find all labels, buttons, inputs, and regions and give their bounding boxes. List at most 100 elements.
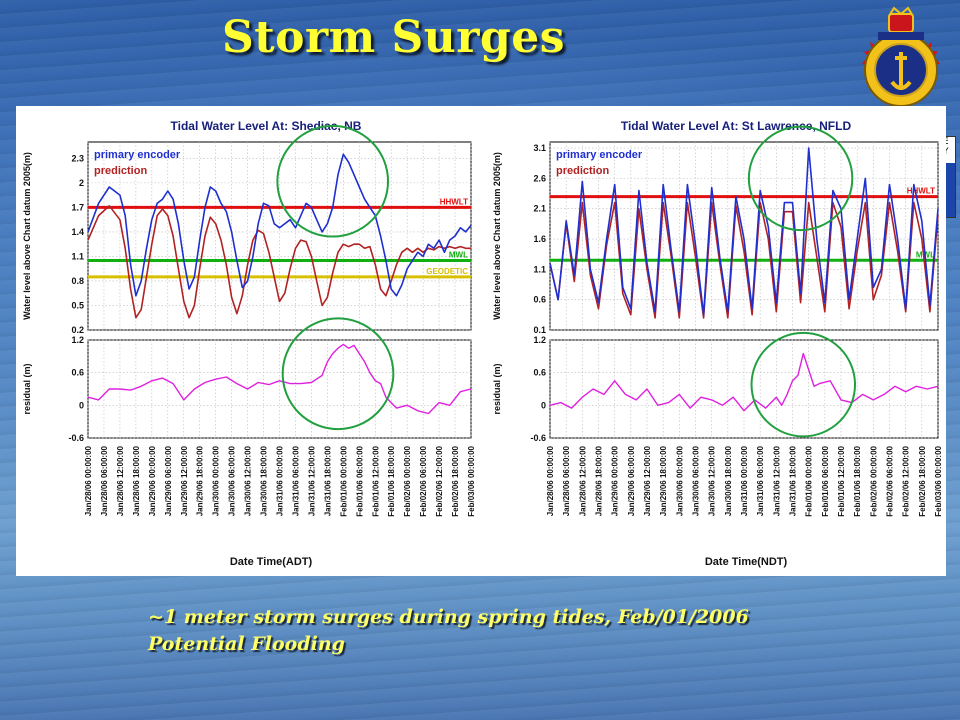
x-tick-label: Jan/28/06 06:00:00 xyxy=(100,445,109,516)
residual-y-tick-label: 1.2 xyxy=(71,335,84,345)
x-tick-label: Feb/02/06 18:00:00 xyxy=(918,445,927,516)
y-tick-label: 0.1 xyxy=(533,325,546,335)
x-axis-label: Date Time(NDT) xyxy=(705,556,788,568)
residual-y-axis-label: residual (m) xyxy=(492,363,502,414)
x-tick-label: Feb/02/06 06:00:00 xyxy=(419,445,428,516)
x-tick-label: Jan/28/06 00:00:00 xyxy=(546,445,555,516)
y-tick-label: 1.7 xyxy=(71,202,84,212)
x-tick-label: Jan/31/06 18:00:00 xyxy=(323,445,332,516)
caption-line-1: ~1 meter storm surges during spring tide… xyxy=(148,606,749,628)
y-tick-label: 0.8 xyxy=(71,276,84,286)
y-tick-label: 0.5 xyxy=(71,300,84,310)
series-residual xyxy=(87,343,472,415)
caption-line-2: Potential Flooding xyxy=(148,633,345,655)
series-prediction xyxy=(87,205,471,319)
reference-line-label: HHWLT xyxy=(440,197,468,206)
y-axis-label: Water level above Chart datum 2005(m) xyxy=(492,152,502,320)
x-tick-label: Jan/31/06 18:00:00 xyxy=(789,445,798,516)
y-tick-label: 2.1 xyxy=(533,204,546,214)
series-primary-encoder xyxy=(549,147,939,316)
x-tick-label: Feb/02/06 06:00:00 xyxy=(886,445,895,516)
y-tick-label: 0.2 xyxy=(71,325,84,335)
legend-entry: primary encoder xyxy=(94,149,181,161)
x-tick-label: Jan/30/06 00:00:00 xyxy=(675,445,684,516)
legend-entry: primary encoder xyxy=(556,149,643,161)
residual-y-tick-label: 1.2 xyxy=(533,335,546,345)
series-primary-encoder xyxy=(87,153,472,297)
residual-y-tick-label: -0.6 xyxy=(530,433,546,443)
reference-line-label: MWL xyxy=(449,251,468,260)
x-tick-label: Feb/01/06 12:00:00 xyxy=(837,445,846,516)
x-tick-label: Jan/30/06 06:00:00 xyxy=(692,445,701,516)
x-tick-label: Jan/29/06 06:00:00 xyxy=(627,445,636,516)
x-tick-label: Feb/03/06 00:00:00 xyxy=(934,445,943,516)
x-tick-label: Jan/30/06 00:00:00 xyxy=(212,445,221,516)
x-tick-label: Jan/30/06 12:00:00 xyxy=(244,445,253,516)
chart-title: Tidal Water Level At: St Lawrence, NFLD xyxy=(621,119,852,133)
x-tick-label: Jan/28/06 06:00:00 xyxy=(562,445,571,516)
x-tick-label: Feb/02/06 12:00:00 xyxy=(435,445,444,516)
series-prediction xyxy=(549,201,939,319)
x-tick-label: Jan/28/06 00:00:00 xyxy=(84,445,93,516)
residual-y-tick-label: -0.6 xyxy=(68,433,84,443)
y-tick-label: 2.3 xyxy=(71,153,84,163)
chart-1: Tidal Water Level At: Shediac, NBJan/28/… xyxy=(22,119,476,568)
tide-charts: Tidal Water Level At: Shediac, NBJan/28/… xyxy=(22,119,943,568)
x-tick-label: Feb/02/06 00:00:00 xyxy=(403,445,412,516)
y-tick-label: 2 xyxy=(79,178,84,188)
x-tick-label: Jan/29/06 00:00:00 xyxy=(611,445,620,516)
x-tick-label: Jan/31/06 00:00:00 xyxy=(740,445,749,516)
residual-y-tick-label: 0.6 xyxy=(71,368,84,378)
x-tick-label: Jan/31/06 00:00:00 xyxy=(276,445,285,516)
y-tick-label: 1.4 xyxy=(71,227,84,237)
x-tick-label: Jan/30/06 12:00:00 xyxy=(708,445,717,516)
reference-line-label: GEODETIC xyxy=(426,267,468,276)
x-tick-label: Feb/01/06 18:00:00 xyxy=(387,445,396,516)
y-axis-label: Water level above Chart datum 2005(m) xyxy=(22,152,32,320)
x-tick-label: Feb/01/06 06:00:00 xyxy=(355,445,364,516)
legend-entry: prediction xyxy=(556,165,609,177)
x-tick-label: Jan/28/06 12:00:00 xyxy=(578,445,587,516)
reference-line-label: HHWLT xyxy=(907,187,935,196)
highlight-circle xyxy=(276,124,390,238)
y-tick-label: 2.6 xyxy=(533,173,546,183)
x-tick-label: Jan/29/06 06:00:00 xyxy=(164,445,173,516)
residual-y-axis-label: residual (m) xyxy=(22,363,32,414)
residual-y-tick-label: 0.6 xyxy=(533,368,546,378)
x-tick-label: Jan/28/06 18:00:00 xyxy=(595,445,604,516)
y-tick-label: 0.6 xyxy=(533,295,546,305)
highlight-circle xyxy=(750,331,857,438)
x-tick-label: Jan/31/06 12:00:00 xyxy=(772,445,781,516)
x-tick-label: Jan/30/06 18:00:00 xyxy=(724,445,733,516)
y-tick-label: 1.1 xyxy=(533,264,546,274)
x-tick-label: Feb/01/06 00:00:00 xyxy=(805,445,814,516)
x-tick-label: Jan/29/06 18:00:00 xyxy=(196,445,205,516)
residual-y-tick-label: 0 xyxy=(541,400,546,410)
legend-entry: prediction xyxy=(94,165,147,177)
x-tick-label: Feb/01/06 00:00:00 xyxy=(339,445,348,516)
x-tick-label: Jan/30/06 18:00:00 xyxy=(260,445,269,516)
x-tick-label: Feb/02/06 18:00:00 xyxy=(451,445,460,516)
x-tick-label: Jan/29/06 12:00:00 xyxy=(180,445,189,516)
chart-2: Tidal Water Level At: St Lawrence, NFLD J… xyxy=(492,119,943,568)
charts-panel: Tidal Water Level At: Shediac, NB Jan/28/… xyxy=(16,106,946,576)
caption: ~1 meter storm surges during spring tide… xyxy=(148,604,749,658)
highlight-circle xyxy=(281,317,395,431)
y-tick-label: 1.1 xyxy=(71,251,84,261)
canadian-hydrographic-service-crest-icon xyxy=(862,6,940,107)
x-tick-label: Jan/29/06 12:00:00 xyxy=(643,445,652,516)
series-residual xyxy=(549,352,939,412)
x-tick-label: Jan/31/06 12:00:00 xyxy=(307,445,316,516)
x-tick-label: Feb/02/06 00:00:00 xyxy=(869,445,878,516)
x-tick-label: Jan/30/06 06:00:00 xyxy=(228,445,237,516)
x-axis-label: Date Time(ADT) xyxy=(230,556,313,568)
y-tick-label: 3.1 xyxy=(533,143,546,153)
x-tick-label: Jan/29/06 18:00:00 xyxy=(659,445,668,516)
x-tick-label: Jan/28/06 12:00:00 xyxy=(116,445,125,516)
x-tick-label: Feb/01/06 06:00:00 xyxy=(821,445,830,516)
x-tick-label: Feb/02/06 12:00:00 xyxy=(902,445,911,516)
y-tick-label: 1.6 xyxy=(533,234,546,244)
x-tick-label: Jan/31/06 06:00:00 xyxy=(291,445,300,516)
x-tick-label: Jan/31/06 06:00:00 xyxy=(756,445,765,516)
slide-title: Storm Surges xyxy=(222,12,565,63)
